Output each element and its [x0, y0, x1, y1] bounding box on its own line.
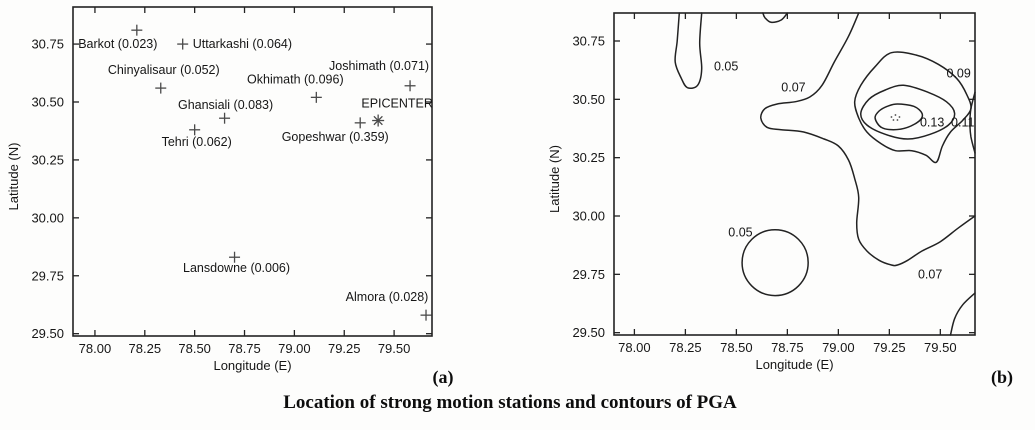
station-label: Okhimath (0.096): [247, 72, 344, 86]
contour-level-label: 0.05: [728, 225, 752, 239]
contour-path: [853, 51, 972, 164]
x-axis-tick-label: 78.50: [178, 341, 211, 356]
station-label: Almora (0.028): [346, 290, 429, 304]
contour-path: [969, 91, 976, 154]
contour-path: [949, 292, 976, 336]
y-axis-title: Latitude (N): [547, 145, 562, 213]
x-axis-tick-label: 79.25: [873, 340, 906, 355]
station-marker: [229, 251, 241, 263]
x-axis-tick-label: 79.00: [278, 341, 311, 356]
x-axis-title: Longitude (E): [213, 358, 291, 373]
x-axis-tick-label: 78.00: [618, 340, 651, 355]
y-axis-tick-label: 30.00: [31, 210, 64, 225]
y-axis-tick-label: 30.25: [31, 152, 64, 167]
contour-level-label: 0.09: [947, 67, 971, 81]
contour-path: [874, 103, 924, 131]
y-axis-tick-label: 30.75: [572, 34, 605, 49]
x-axis-tick-label: 78.50: [720, 340, 753, 355]
y-axis-tick-label: 30.25: [572, 150, 605, 165]
y-axis-tick-label: 30.75: [31, 37, 64, 52]
y-axis-tick-label: 30.00: [572, 209, 605, 224]
x-axis-tick-label: 79.00: [822, 340, 855, 355]
plot-border: [72, 6, 433, 337]
station-marker: [219, 112, 231, 124]
figure-caption: Location of strong motion stations and c…: [283, 392, 737, 413]
y-axis-tick-label: 29.75: [572, 267, 605, 282]
station-label: Gopeshwar (0.359): [282, 130, 389, 144]
station-marker: [155, 82, 167, 94]
x-axis-tick-label: 78.75: [771, 340, 804, 355]
epicenter-marker: [372, 114, 385, 127]
y-axis-tick-label: 29.50: [31, 326, 64, 341]
contour-level-label: 0.05: [714, 60, 738, 74]
station-label: Uttarkashi (0.064): [193, 37, 292, 51]
station-marker: [354, 117, 366, 129]
contour-path: [762, 12, 789, 24]
x-axis-tick-label: 78.25: [129, 341, 162, 356]
y-axis-tick-label: 29.75: [31, 268, 64, 283]
contour-path: [760, 12, 976, 267]
x-axis-tick-label: 79.50: [378, 341, 411, 356]
y-axis-tick-label: 29.50: [572, 325, 605, 340]
y-axis-tick-label: 30.50: [31, 94, 64, 109]
pga-contour-panel: 78.00 78.25 78.50 78.75 79.00 79.25 79.50 29.50…: [547, 12, 976, 372]
station-marker: [310, 91, 322, 103]
plot-border: [613, 12, 976, 336]
station-label: EPICENTER: [361, 97, 433, 111]
contour-peak-dotted-marker: [890, 114, 901, 121]
contour-level-label: 0.11: [951, 116, 974, 130]
contour-path: [674, 12, 703, 89]
station-label: Ghansiali (0.083): [178, 98, 273, 112]
peak-dot: [892, 119, 895, 121]
x-axis-tick-label: 78.25: [669, 340, 702, 355]
y-axis-tick-label: 30.50: [572, 92, 605, 107]
x-axis-tick-label: 79.50: [924, 340, 957, 355]
station-label: Barkot (0.023): [78, 37, 157, 51]
peak-dot: [898, 116, 901, 118]
station-marker: [189, 124, 201, 136]
station-marker: [404, 80, 416, 92]
x-axis-tick-label: 79.25: [328, 341, 361, 356]
x-axis-tick-label: 78.75: [228, 341, 261, 356]
contour-level-label: 0.07: [781, 81, 805, 95]
contour-path: [860, 84, 956, 140]
y-axis-title: Latitude (N): [6, 143, 21, 211]
station-marker: [131, 24, 143, 36]
station-marker: [177, 38, 189, 50]
contour-level-label: 0.13: [920, 116, 944, 130]
peak-dot: [890, 116, 893, 118]
station-label: Tehri (0.062): [162, 135, 232, 149]
epicenter-star-ray: [373, 115, 383, 126]
x-axis-title: Longitude (E): [755, 357, 833, 372]
peak-dot: [896, 119, 899, 121]
station-label: Chinyalisaur (0.052): [108, 63, 220, 77]
x-axis-tick-label: 78.00: [79, 341, 112, 356]
panel-b-tag: (b): [991, 367, 1013, 387]
station-map-panel: 78.00 78.25 78.50 78.75 79.00 79.25 79.50 29.50…: [6, 6, 433, 373]
contour-ellipse: [741, 229, 809, 297]
peak-dot: [894, 114, 897, 116]
station-label: Lansdowne (0.006): [183, 261, 290, 275]
station-label: Joshimath (0.071): [329, 59, 429, 73]
contour-level-label: 0.07: [918, 267, 942, 281]
panel-a-tag: (a): [432, 367, 454, 387]
station-marker: [420, 309, 432, 321]
